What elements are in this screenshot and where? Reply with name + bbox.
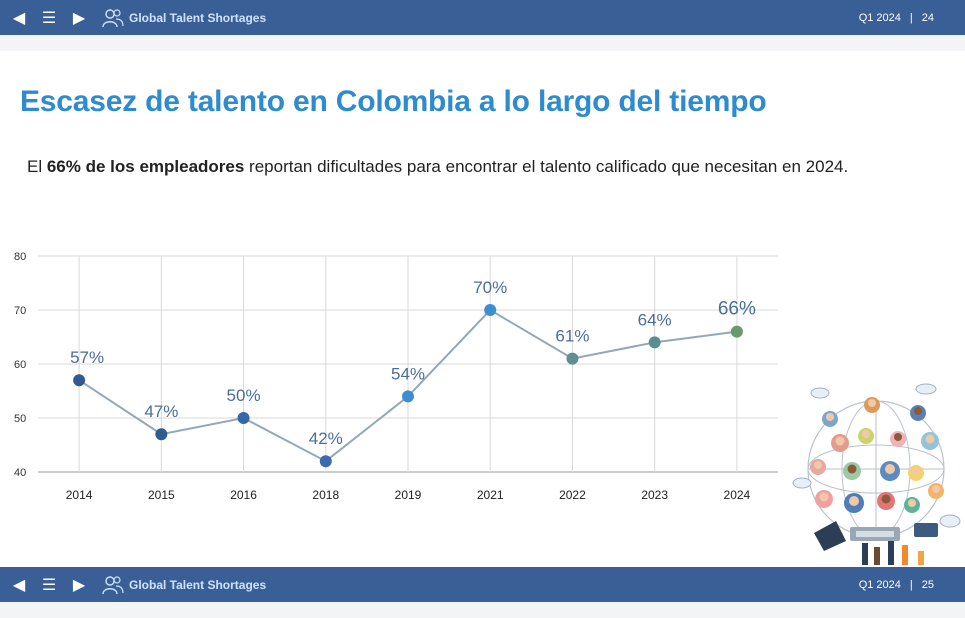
data-label: 47% <box>144 402 178 421</box>
separator: | <box>909 11 913 24</box>
brand-title: Global Talent Shortages <box>129 577 267 592</box>
talent-shortage-chart: 80 70 60 50 40 2014 2015 2016 2018 2019 2021 2022 20… <box>14 251 778 502</box>
y-tick-label: 80 <box>14 251 26 263</box>
people-icon <box>102 575 124 594</box>
data-point <box>484 304 497 316</box>
page-info: Q1 2024 | 24 <box>859 12 934 24</box>
subtitle-prefix: El <box>27 157 47 176</box>
top-toolbar: ◀ ☰ ▶ Global Talent Shortages Q1 2024 | 24 <box>0 0 965 35</box>
subtitle-bold: 66% de los empleadores <box>46 157 245 176</box>
subtitle-suffix: reportan dificultades para encontrar el … <box>244 157 849 176</box>
page-info: Q1 2024 | 25 <box>859 579 934 591</box>
period-label: Q1 2024 <box>858 578 901 591</box>
x-tick-label: 2024 <box>724 488 751 502</box>
data-point <box>319 455 332 468</box>
slide-subtitle: El 66% de los empleadores reportan dific… <box>27 157 848 177</box>
page-gap <box>0 602 965 618</box>
prev-page-icon[interactable]: ◀ <box>12 9 26 27</box>
brand: Global Talent Shortages <box>102 575 266 595</box>
y-tick-label: 70 <box>14 305 26 317</box>
bottom-toolbar: ◀ ☰ ▶ Global Talent Shortages Q1 2024 | 25 <box>0 567 965 602</box>
menu-icon[interactable]: ☰ <box>41 9 57 27</box>
y-tick-label: 50 <box>14 413 26 425</box>
data-point <box>237 412 250 424</box>
brand-title: Global Talent Shortages <box>129 10 267 25</box>
x-tick-label: 2022 <box>559 488 586 502</box>
data-point <box>730 325 743 338</box>
next-page-icon[interactable]: ▶ <box>72 9 86 27</box>
brand: Global Talent Shortages <box>102 8 266 28</box>
data-label: 42% <box>309 429 343 448</box>
x-tick-label: 2018 <box>312 488 339 502</box>
x-tick-label: 2023 <box>641 488 668 502</box>
data-label: 57% <box>70 348 104 367</box>
next-page-icon[interactable]: ▶ <box>72 576 86 594</box>
data-point <box>566 352 579 365</box>
data-label: 70% <box>473 278 507 297</box>
page-number: 24 <box>921 11 934 24</box>
data-label: 50% <box>227 386 261 405</box>
period-label: Q1 2024 <box>858 11 901 24</box>
global-network-illustration-icon <box>792 383 961 565</box>
data-point <box>155 428 168 441</box>
slide: Escasez de talento en Colombia a lo larg… <box>0 51 965 567</box>
x-tick-label: 2021 <box>477 488 504 502</box>
x-tick-label: 2015 <box>148 488 175 502</box>
separator: | <box>909 578 913 591</box>
data-label: 64% <box>638 310 672 329</box>
x-tick-label: 2016 <box>230 488 257 502</box>
y-tick-label: 40 <box>14 467 26 479</box>
people-icon <box>102 8 124 27</box>
data-point <box>648 336 661 349</box>
x-tick-label: 2019 <box>395 488 422 502</box>
slide-title: Escasez de talento en Colombia a lo larg… <box>20 85 767 118</box>
menu-icon[interactable]: ☰ <box>41 576 57 594</box>
data-point <box>73 374 86 387</box>
data-label: 54% <box>391 364 425 383</box>
y-tick-label: 60 <box>14 359 26 371</box>
x-tick-label: 2014 <box>66 488 93 502</box>
data-point <box>402 390 414 403</box>
page-number: 25 <box>921 578 934 591</box>
data-label: 61% <box>555 327 589 346</box>
prev-page-icon[interactable]: ◀ <box>12 576 26 594</box>
data-label: 66% <box>718 299 756 320</box>
